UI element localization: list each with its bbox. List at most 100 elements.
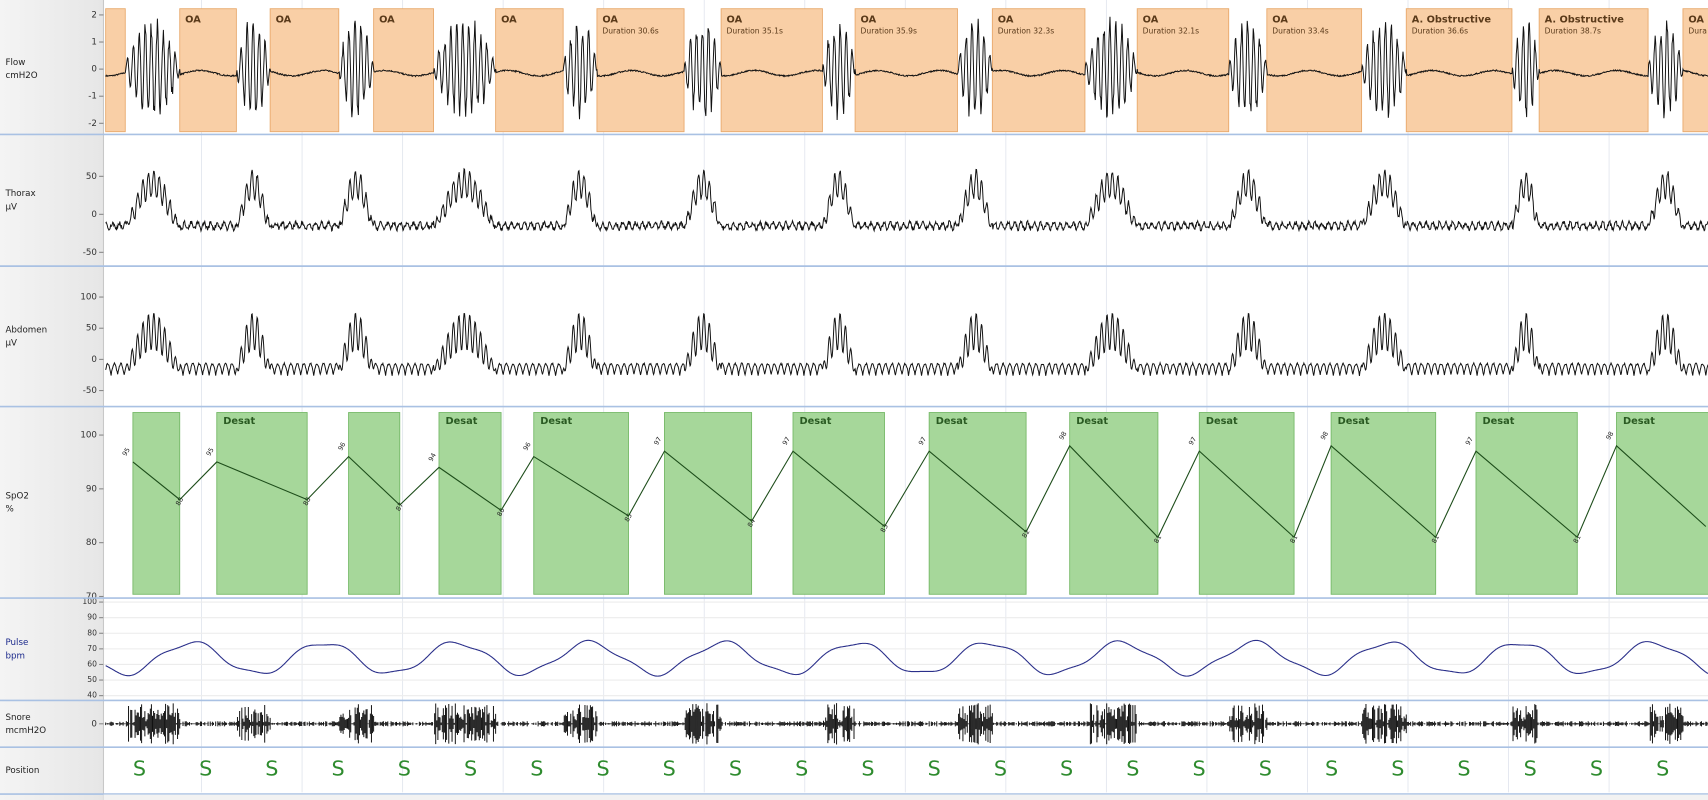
position-marker: S: [1524, 757, 1537, 781]
event-duration: Duration 36.6s: [1412, 27, 1468, 36]
channel-name: Flow: [5, 58, 25, 68]
y-tick-label: 70: [87, 644, 97, 653]
snore-trace: [105, 703, 1708, 745]
spo2-trace: [132, 444, 1707, 539]
channel-name: Pulse: [5, 638, 28, 648]
event-duration: Duration 30.6s: [602, 27, 658, 36]
event-label: OA: [1272, 15, 1288, 26]
apnea-event: [105, 8, 126, 133]
position-marker: S: [464, 757, 477, 781]
position-marker: S: [795, 757, 808, 781]
channel-unit: %: [5, 504, 13, 514]
spo2-value: 88: [174, 496, 185, 507]
event-label: OA: [276, 15, 292, 26]
y-tick-label: 1: [91, 38, 97, 48]
position-marker: S: [398, 757, 411, 781]
event-duration: Duration 33.4s: [1272, 27, 1328, 36]
event-duration: Duration 32.3s: [998, 27, 1054, 36]
position-marker: S: [1193, 757, 1206, 781]
spo2-value: 98: [1604, 430, 1615, 441]
event-label: OA: [1143, 15, 1159, 26]
position-marker: S: [663, 757, 676, 781]
spo2-value: 98: [1057, 430, 1068, 441]
y-tick-label: 0: [91, 210, 97, 220]
y-tick-label: 2: [91, 10, 97, 20]
event-label: OA: [602, 15, 618, 26]
event-label: Desat: [223, 416, 255, 427]
position-marker: S: [1126, 757, 1139, 781]
spo2-value: 95: [121, 446, 132, 457]
event-label: Desat: [1338, 416, 1370, 427]
event-label: Desat: [1623, 416, 1655, 427]
desat-event: [348, 412, 401, 595]
y-tick-label: 90: [87, 613, 97, 622]
event-label: Desat: [800, 416, 832, 427]
event-label: Desat: [1206, 416, 1238, 427]
channel-name: Thorax: [4, 189, 35, 199]
spo2-value: 97: [1187, 435, 1198, 446]
channel-labels: Flow cmH2O 2 1 0 -1 -2 Thorax µV 50 0 -50 Abdomen µV 1…: [4, 10, 104, 776]
position-marker: S: [596, 757, 609, 781]
channel-unit: µV: [5, 202, 17, 212]
channel-name: Position: [5, 766, 39, 776]
y-tick-label: 40: [87, 691, 97, 700]
waveform: [105, 639, 1708, 677]
event-label: OA: [379, 15, 395, 26]
spo2-value: 83: [879, 523, 890, 534]
position-marker: S: [1060, 757, 1073, 781]
event-label: Desat: [1483, 416, 1515, 427]
position-marker: S: [1590, 757, 1603, 781]
spo2-value: 97: [652, 435, 663, 446]
y-tick-label: 0: [91, 719, 97, 729]
event-label: OA: [861, 15, 877, 26]
spo2-value: 96: [522, 441, 533, 452]
y-tick-label: 100: [82, 597, 97, 606]
y-tick-label: 80: [86, 538, 97, 548]
position-marker: S: [199, 757, 212, 781]
position-marker: S: [1391, 757, 1404, 781]
y-tick-label: 0: [91, 65, 97, 75]
event-label: A. Obstructive: [1545, 15, 1625, 26]
event-duration: Duration 32.1s: [1143, 27, 1199, 36]
position-marker: S: [265, 757, 278, 781]
channel-name: Abdomen: [5, 325, 47, 335]
channel-unit: µV: [5, 338, 17, 348]
spo2-value: 98: [1319, 430, 1330, 441]
position-marker: S: [1457, 757, 1470, 781]
spo2-value: 81: [1430, 534, 1441, 545]
apnea-event: [720, 8, 823, 133]
y-tick-label: 60: [87, 659, 97, 668]
y-tick-label: 100: [80, 431, 97, 441]
y-tick-label: -2: [88, 119, 97, 129]
event-label: OA: [727, 15, 743, 26]
position-marker: S: [729, 757, 742, 781]
event-label: Desat: [446, 416, 478, 427]
y-tick-label: 100: [80, 293, 97, 303]
desat-event: [1616, 412, 1708, 595]
desat-event: [1198, 412, 1295, 595]
apnea-event: [179, 8, 237, 133]
bottom-strip: [103, 794, 1708, 800]
y-tick-label: -1: [88, 92, 97, 102]
channel-unit: mcmH2O: [5, 726, 46, 736]
y-tick-label: -50: [83, 386, 97, 396]
spo2-value: 86: [495, 507, 506, 518]
apnea-event: [1136, 8, 1230, 133]
spo2-value: 97: [917, 435, 928, 446]
position-marker: S: [332, 757, 345, 781]
desat-event: [928, 412, 1027, 595]
spo2-value: 88: [302, 496, 313, 507]
spo2-value: 81: [1288, 534, 1299, 545]
position-marker: S: [133, 757, 146, 781]
y-tick-label: 50: [86, 172, 97, 182]
spo2-value: 97: [1464, 435, 1475, 446]
waveform: [105, 16, 1708, 120]
event-duration: Dura: [1688, 27, 1706, 36]
waveform: [105, 167, 1708, 233]
desat-event: [132, 412, 181, 595]
channel-name: Snore: [5, 713, 30, 723]
channel-unit: bpm: [5, 651, 25, 661]
y-tick-label: -50: [83, 248, 97, 258]
y-tick-label: 70: [86, 592, 97, 602]
